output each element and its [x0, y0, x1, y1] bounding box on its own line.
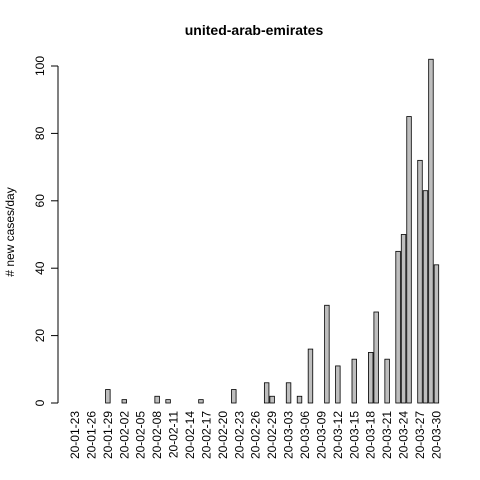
- bar: [351, 358, 357, 404]
- x-tick-label: 20-02-08: [150, 411, 164, 459]
- chart-title: united-arab-emirates: [185, 22, 324, 38]
- bar: [433, 264, 440, 404]
- y-tick-label: 40: [33, 261, 47, 275]
- bar: [285, 382, 292, 404]
- y-tick-label: 0: [33, 399, 47, 406]
- bar: [307, 348, 314, 404]
- x-tick-label: 20-03-21: [380, 411, 394, 459]
- x-tick-label: 20-03-06: [298, 411, 312, 459]
- bar: [263, 382, 270, 404]
- bar: [335, 365, 341, 404]
- bar: [231, 389, 237, 404]
- y-tick-label: 60: [33, 194, 47, 208]
- x-tick-label: 20-01-26: [84, 411, 98, 459]
- x-tick-label: 20-02-23: [232, 411, 246, 459]
- x-tick-label: 20-03-15: [347, 411, 361, 459]
- bar: [384, 358, 390, 404]
- x-tick-label: 20-03-18: [364, 411, 378, 459]
- x-tick-label: 20-02-11: [167, 411, 181, 458]
- y-tick-label: 100: [33, 56, 47, 76]
- x-tick-label: 20-02-05: [134, 411, 148, 459]
- x-tick-label: 20-02-14: [183, 411, 197, 459]
- x-tick-label: 20-02-26: [249, 411, 263, 459]
- bar: [406, 116, 412, 404]
- x-tick-label: 20-03-24: [397, 411, 411, 459]
- bar: [324, 304, 330, 404]
- bar: [198, 399, 204, 404]
- bar: [417, 159, 423, 404]
- bar: [269, 395, 275, 404]
- bar: [296, 395, 303, 404]
- x-tick-label: 20-03-27: [413, 411, 427, 459]
- y-axis-label: # new cases/day: [3, 187, 17, 276]
- bar: [154, 395, 160, 404]
- bar: [105, 389, 111, 404]
- x-tick-label: 20-02-29: [265, 411, 279, 459]
- x-tick-label: 20-01-29: [101, 411, 115, 459]
- bar: [373, 311, 379, 404]
- x-tick-label: 20-03-09: [314, 411, 328, 459]
- bar: [395, 250, 401, 404]
- bar: [422, 190, 429, 404]
- x-tick-label: 20-03-30: [429, 411, 443, 459]
- bar: [121, 399, 127, 404]
- x-tick-label: 20-02-02: [117, 411, 131, 459]
- bar: [400, 234, 407, 404]
- x-tick-label: 20-03-03: [282, 411, 296, 459]
- x-tick-label: 20-01-23: [68, 411, 82, 459]
- y-tick-label: 20: [33, 329, 47, 343]
- bar: [428, 58, 434, 404]
- x-tick-label: 20-02-20: [216, 411, 230, 459]
- bar: [165, 399, 171, 404]
- x-tick-label: 20-03-12: [331, 411, 345, 459]
- bar: [368, 352, 374, 404]
- y-tick-label: 80: [33, 126, 47, 140]
- x-tick-label: 20-02-17: [199, 411, 213, 459]
